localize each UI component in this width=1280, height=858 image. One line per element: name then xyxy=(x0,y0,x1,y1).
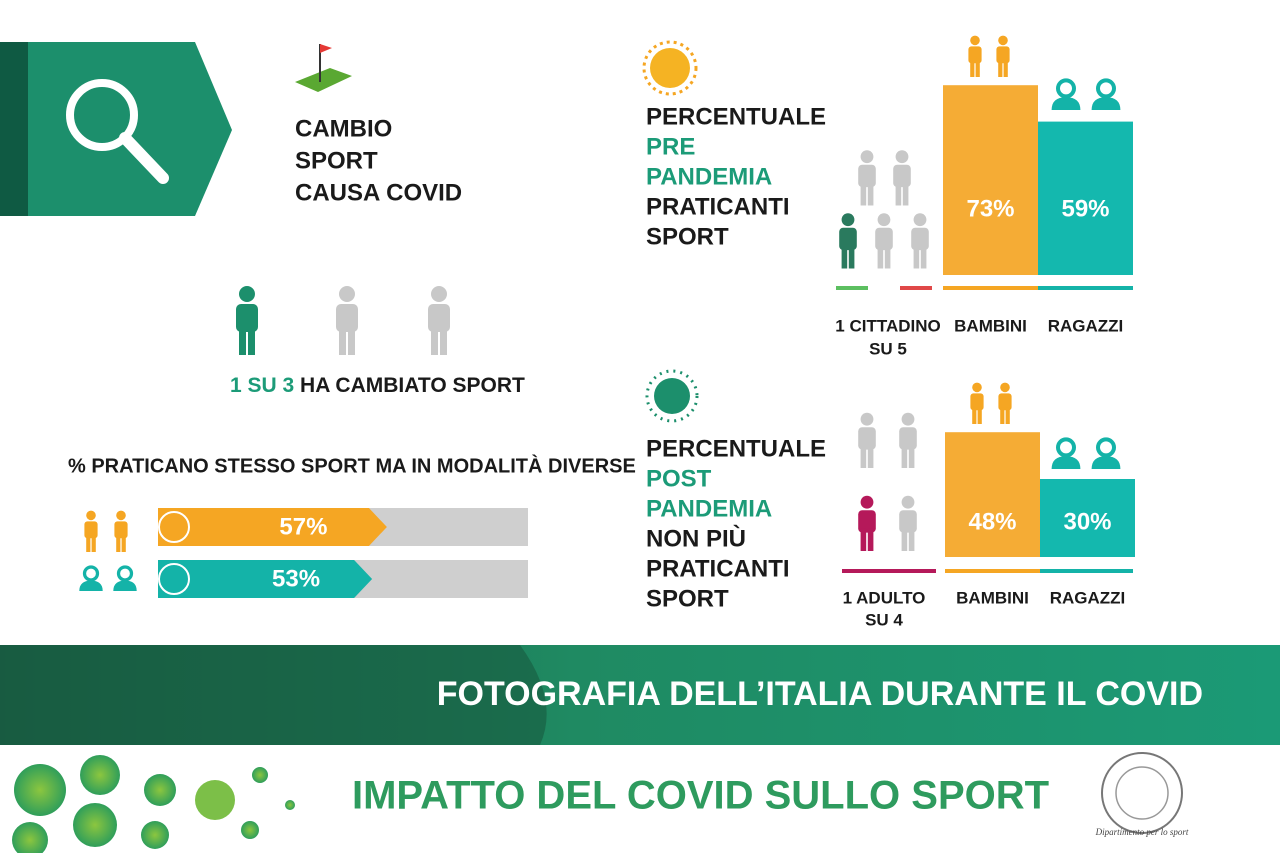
youth-icon xyxy=(1090,78,1122,110)
sun-icon xyxy=(642,40,698,96)
underline xyxy=(943,286,1038,290)
person-icon xyxy=(839,213,857,269)
bar xyxy=(1038,121,1133,275)
side-text: POST xyxy=(646,465,712,492)
golf-icon xyxy=(295,44,352,92)
kid-icon xyxy=(970,382,984,424)
footer-title: IMPATTO DEL COVID SULLO SPORT xyxy=(352,774,1049,818)
section-title: CAMBIO xyxy=(295,115,392,142)
people-caption: SU 5 xyxy=(869,339,907,358)
kid-icon xyxy=(84,510,98,552)
person-icon xyxy=(858,412,876,468)
person-icon xyxy=(428,286,450,355)
bar-value: 57% xyxy=(279,513,327,540)
person-icon xyxy=(858,495,876,551)
logo: Dipartimento per lo sport xyxy=(1095,752,1189,837)
bar-label: BAMBINI xyxy=(954,316,1027,335)
bar-value: 73% xyxy=(966,195,1014,222)
underline xyxy=(842,569,936,573)
person-icon xyxy=(236,286,258,355)
people-caption: 1 ADULTO xyxy=(843,588,926,607)
bar-cap xyxy=(158,563,190,595)
side-text: PANDEMIA xyxy=(646,163,772,190)
people-caption: 1 CITTADINO xyxy=(835,316,940,335)
underline xyxy=(945,569,1040,573)
person-icon xyxy=(893,150,911,206)
underline xyxy=(900,286,932,290)
bar-value: 53% xyxy=(272,565,320,592)
youth-icon xyxy=(1050,437,1082,469)
side-text: PANDEMIA xyxy=(646,495,772,522)
underline xyxy=(1038,286,1133,290)
kid-icon xyxy=(114,510,128,552)
person-icon xyxy=(875,213,893,269)
bars-title: % PRATICANO STESSO SPORT MA IN MODALITÀ … xyxy=(68,454,636,477)
side-text: PRE xyxy=(646,133,695,160)
kid-icon xyxy=(998,382,1012,424)
tag-edge xyxy=(0,42,28,216)
search-icon xyxy=(66,79,169,184)
youth-icon xyxy=(112,565,138,593)
virus-icon xyxy=(645,369,699,423)
bar-value: 59% xyxy=(1061,195,1109,222)
side-text: PRATICANTI xyxy=(646,193,790,220)
person-icon xyxy=(899,412,917,468)
person-icon xyxy=(336,286,358,355)
bar xyxy=(158,508,387,546)
ratio-caption: HA CAMBIATO SPORT xyxy=(300,374,525,397)
youth-icon xyxy=(1090,437,1122,469)
kid-icon xyxy=(996,35,1010,77)
youth-icon xyxy=(1050,78,1082,110)
logo-caption: Dipartimento per lo sport xyxy=(1095,827,1189,837)
person-icon xyxy=(858,150,876,206)
side-text: PRATICANTI xyxy=(646,555,790,582)
bar xyxy=(943,85,1038,275)
underline xyxy=(836,286,868,290)
person-icon xyxy=(911,213,929,269)
side-text: PERCENTUALE xyxy=(646,435,826,462)
bar-label: RAGAZZI xyxy=(1048,316,1124,335)
person-icon xyxy=(899,495,917,551)
ratio-text: 1 SU 3 HA CAMBIATO SPORT xyxy=(230,374,525,397)
tag-shape xyxy=(0,42,232,216)
bar-label: RAGAZZI xyxy=(1050,588,1126,607)
bar xyxy=(1040,479,1135,557)
bar xyxy=(945,432,1040,557)
section-title: CAUSA COVID xyxy=(295,179,462,206)
bar-value: 30% xyxy=(1063,508,1111,535)
kid-icon xyxy=(968,35,982,77)
bar-label: BAMBINI xyxy=(956,588,1029,607)
side-text: PERCENTUALE xyxy=(646,103,826,130)
side-text: SPORT xyxy=(646,223,729,250)
banner-shade xyxy=(0,645,547,745)
side-text: SPORT xyxy=(646,585,729,612)
side-text: NON PIÙ xyxy=(646,524,746,552)
underline xyxy=(1040,569,1133,573)
dot-pattern xyxy=(12,755,295,858)
ratio: 1 SU 3 xyxy=(230,374,294,397)
youth-icon xyxy=(78,565,104,593)
banner-title: FOTOGRAFIA DELL’ITALIA DURANTE IL COVID xyxy=(437,675,1203,713)
people-caption: SU 4 xyxy=(865,610,903,629)
bar-cap xyxy=(158,511,190,543)
section-title: SPORT xyxy=(295,147,378,174)
bar-value: 48% xyxy=(968,508,1016,535)
bar xyxy=(158,560,373,598)
